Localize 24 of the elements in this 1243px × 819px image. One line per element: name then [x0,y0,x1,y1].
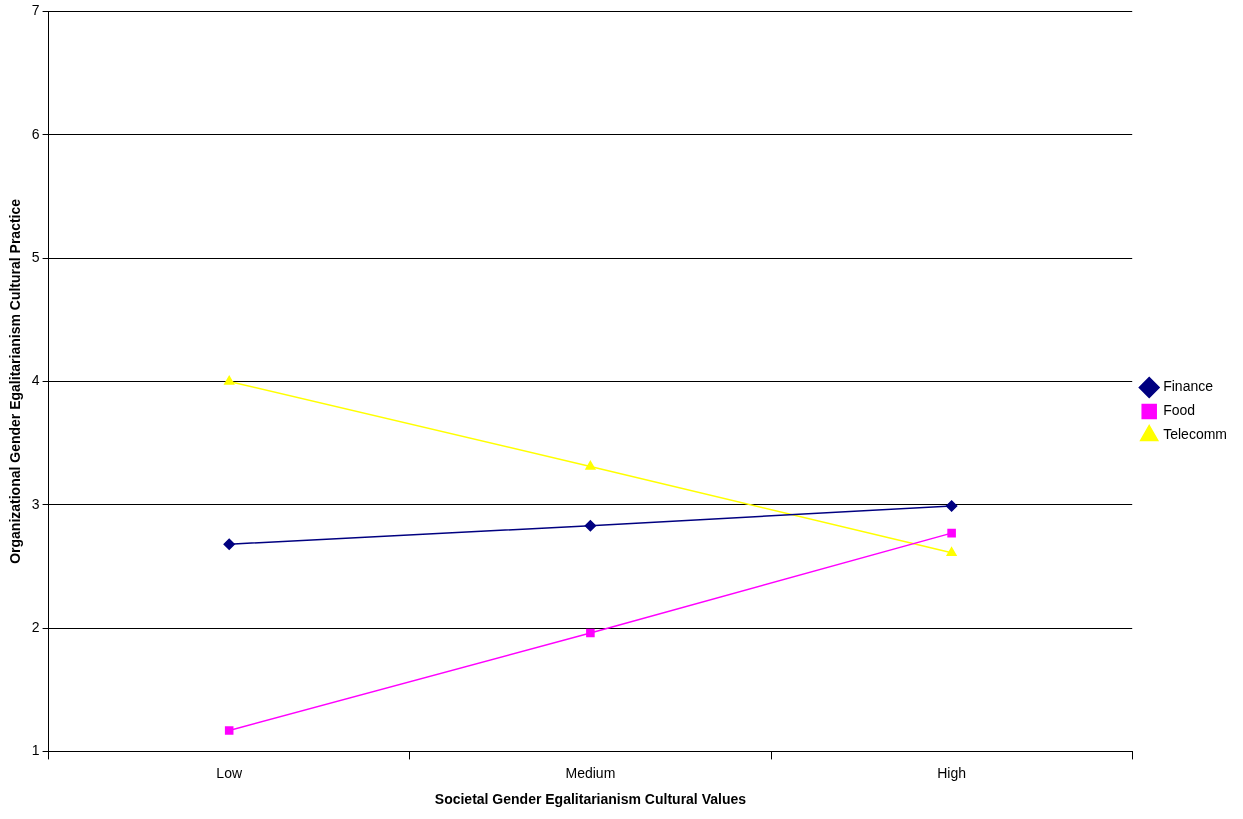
point [584,519,597,532]
y-tick-label: 2 [31,618,40,635]
y-tick-label: 4 [31,372,40,389]
x-tick-label: Low [216,764,243,781]
x-axis-title: Societal Gender Egalitarianism Cultural Values [434,791,747,808]
point [224,375,235,385]
point [586,628,595,638]
point [585,460,596,470]
y-tick-label: 7 [31,2,40,19]
y-axis-title: Organizational Gender Egalitarianism Cultural Practice [7,198,24,564]
y-tick-label: 1 [31,742,40,759]
legend-label: Telecomm [1163,426,1227,443]
legend-label: Food [1163,402,1196,419]
y-tick-label: 5 [31,248,40,265]
point [223,538,235,550]
point [945,500,958,512]
point [947,528,956,538]
x-tick-label: Medium [565,764,616,781]
x-tick-label: High [937,764,966,781]
legend-label: Finance [1163,378,1214,395]
point [224,726,234,735]
y-tick-label: 3 [31,495,40,512]
y-tick-label: 6 [31,125,40,142]
point [946,547,957,557]
